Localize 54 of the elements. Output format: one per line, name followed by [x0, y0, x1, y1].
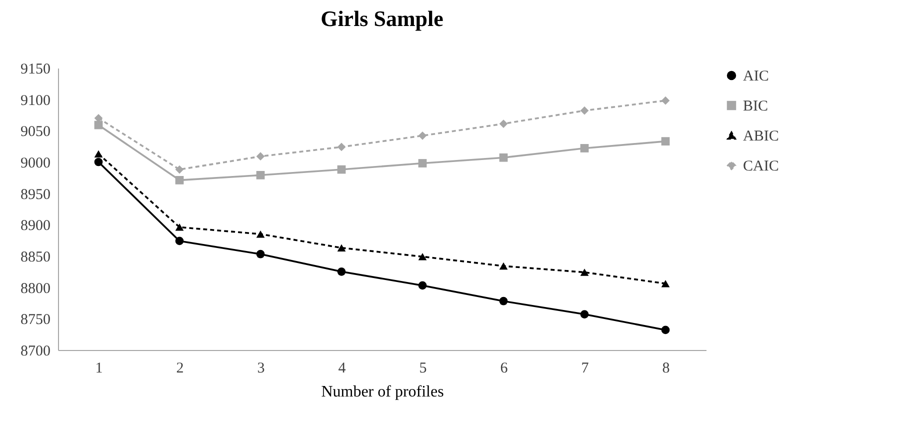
point [175, 224, 184, 231]
x-tick-label: 8 [662, 360, 670, 376]
x-tick-label: 5 [419, 360, 427, 376]
point [175, 176, 184, 184]
x-tick-label: 3 [257, 360, 265, 376]
point [175, 236, 184, 246]
chart-title: Girls Sample [320, 6, 444, 31]
x-axis-title: Number of profiles [321, 384, 444, 400]
x-tick-label: 4 [338, 360, 346, 376]
point [256, 230, 265, 238]
point [580, 268, 589, 276]
point [499, 153, 508, 162]
y-tick-label: 8700 [20, 344, 50, 360]
point [418, 253, 427, 260]
y-tick-label: 8750 [20, 312, 50, 328]
point [337, 142, 346, 152]
point [175, 165, 184, 174]
point [418, 159, 427, 168]
point [580, 106, 589, 115]
point [337, 267, 346, 276]
point [256, 170, 265, 180]
y-tick-label: 8900 [20, 218, 50, 234]
y-tick-label: 9000 [20, 156, 50, 172]
point [256, 250, 265, 258]
point [418, 131, 427, 140]
point [94, 150, 103, 158]
y-tick-label: 9050 [20, 124, 50, 140]
y-tick-label: 9150 [20, 62, 50, 78]
y-tick-label: 9100 [20, 92, 50, 109]
point [418, 281, 427, 290]
y-tick-label: 8850 [20, 250, 50, 266]
point [661, 280, 670, 288]
y-tick-label: 8950 [20, 186, 50, 203]
x-tick-label: 1 [95, 360, 103, 376]
legend-label: ABIC [743, 128, 779, 144]
point [94, 158, 103, 166]
point [337, 165, 346, 174]
point [580, 310, 589, 318]
point [499, 120, 508, 128]
legend-label: CAIC [743, 158, 779, 174]
y-tick-label: 8800 [20, 280, 50, 297]
point [661, 326, 670, 334]
x-tick-label: 7 [581, 360, 590, 376]
legend-label: AIC [743, 68, 769, 84]
legend-label: BIC [743, 98, 768, 114]
point [580, 144, 589, 152]
x-tick-label: 2 [176, 360, 184, 376]
point [337, 244, 346, 252]
x-tick-label: 6 [500, 360, 508, 376]
point [661, 137, 670, 146]
point [661, 96, 670, 105]
point [499, 262, 508, 270]
point [499, 296, 508, 306]
point [256, 152, 265, 161]
